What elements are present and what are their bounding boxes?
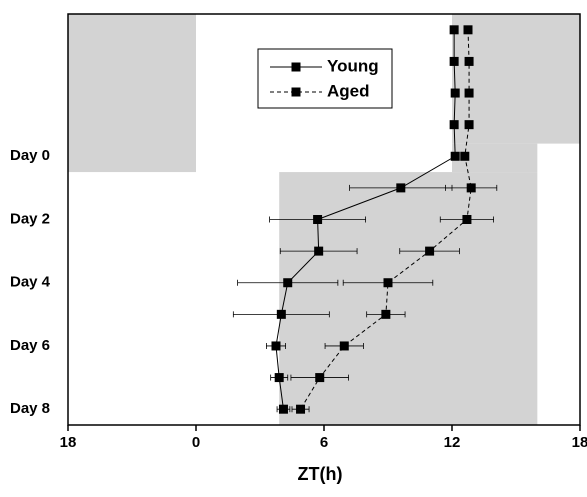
legend-box [257,48,393,109]
data-point [278,404,288,414]
data-point [450,88,460,98]
data-point [381,309,391,319]
data-point [339,341,349,351]
y-tick-label: Day 8 [10,400,50,417]
x-tick-label: 18 [60,434,77,451]
legend-marker [291,62,301,72]
shaded-period [279,172,538,425]
shading-layer [68,14,580,425]
data-point [460,151,470,161]
shaded-period [68,14,196,173]
y-tick-label: Day 4 [10,274,51,291]
data-point [315,373,325,383]
legend-marker [291,87,301,97]
data-point [464,88,474,98]
x-tick-label: 6 [320,434,328,451]
x-tick-label: 0 [192,434,200,451]
x-tick-label: 12 [444,434,461,451]
legend: Young Aged [257,48,393,109]
data-point [449,25,459,35]
data-point [462,215,472,224]
data-point [314,246,324,256]
data-point [464,120,474,130]
x-axis-label: ZT(h) [298,464,343,484]
data-point [449,56,459,66]
y-tick-label: Day 2 [10,210,50,227]
data-point [271,341,281,351]
data-point [313,215,323,224]
legend-label: Aged [327,81,370,100]
y-tick-label: Day 6 [10,337,50,354]
data-point [383,278,393,288]
data-point [466,183,476,193]
data-point [463,25,473,35]
data-point [276,309,286,319]
data-point [283,278,293,288]
x-tick-label: 18 [572,434,587,451]
data-point [274,373,284,383]
data-point [296,404,306,414]
legend-label: Young [327,56,379,75]
data-point [396,183,406,193]
data-point [464,56,474,66]
marks-layer [232,25,498,414]
data-point [449,120,459,130]
data-point [425,246,435,256]
y-tick-label: Day 0 [10,147,50,164]
data-point [450,151,460,161]
